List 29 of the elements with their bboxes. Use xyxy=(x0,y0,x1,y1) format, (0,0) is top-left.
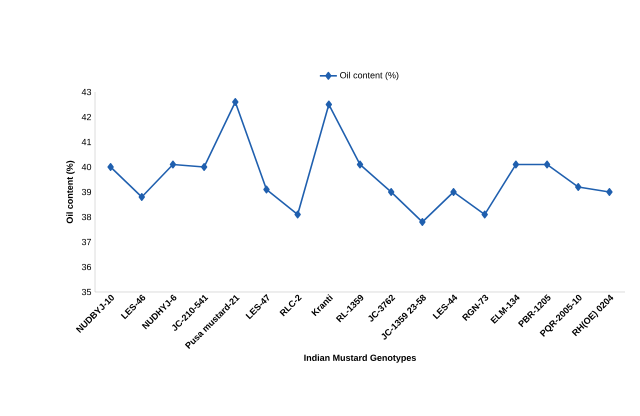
point xyxy=(606,188,613,196)
y-tick-label: 42 xyxy=(82,114,92,120)
point xyxy=(326,100,332,108)
point xyxy=(512,160,520,168)
point xyxy=(482,210,488,218)
point xyxy=(419,218,426,226)
point xyxy=(388,188,394,196)
point xyxy=(294,210,301,218)
x-axis-title: Indian Mustard Genotypes xyxy=(304,354,416,363)
point xyxy=(263,186,270,194)
point xyxy=(232,98,238,106)
point xyxy=(544,160,550,168)
y-tick-label: 41 xyxy=(82,138,92,146)
point xyxy=(450,188,457,196)
point xyxy=(170,160,176,168)
y-tick-label: 37 xyxy=(82,238,92,246)
y-tick-label: 38 xyxy=(82,214,92,220)
y-tick-label: 43 xyxy=(82,88,92,96)
point xyxy=(200,163,208,171)
legend-label: Oil content (%) xyxy=(340,72,398,80)
y-tick-label: 36 xyxy=(82,264,92,270)
y-axis-title: Oil content (%) xyxy=(66,160,75,224)
y-tick-label: 39 xyxy=(82,188,92,196)
point xyxy=(356,160,364,168)
point xyxy=(575,183,582,191)
y-tick-label: 35 xyxy=(82,288,92,296)
y-tick-label: 40 xyxy=(82,164,92,170)
point xyxy=(107,163,114,171)
point xyxy=(138,193,145,201)
